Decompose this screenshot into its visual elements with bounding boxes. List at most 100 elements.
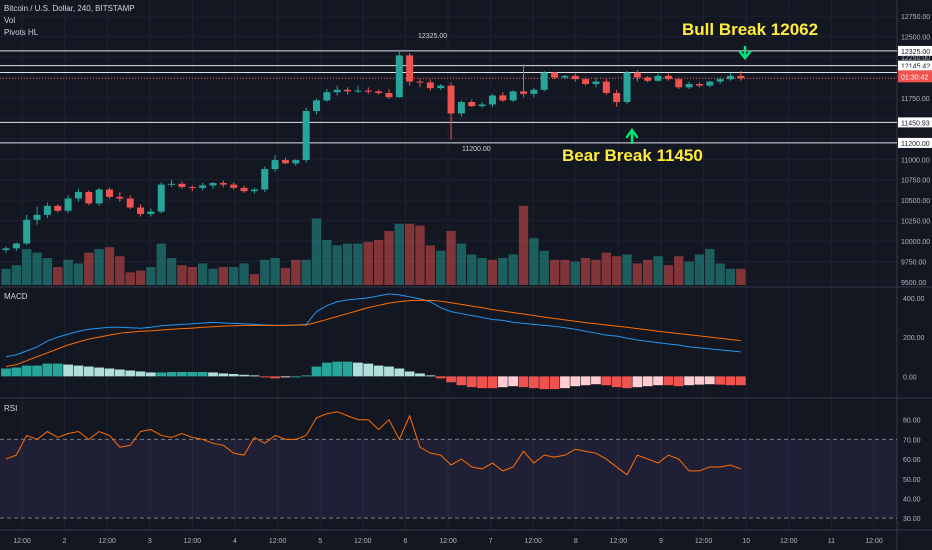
volume-bar [715, 263, 725, 285]
candle-body [333, 89, 341, 93]
time-tick-label: 4 [233, 538, 237, 545]
volume-bar [32, 252, 42, 285]
rsi-tick-label: 80.00 [903, 418, 921, 425]
volume-bar [353, 243, 363, 285]
volume-bar [436, 250, 446, 285]
macd-histogram-bar [21, 365, 32, 377]
candle-body [116, 196, 124, 199]
time-tick-label: 12:00 [439, 538, 457, 545]
time-axis[interactable]: 12:00 2 12:00 3 12:00 4 12:00 5 12:00 6 12:00 7 12:0… [13, 538, 883, 545]
candle-body [406, 55, 414, 82]
candle-body [478, 104, 486, 107]
macd-histogram-bar [208, 372, 218, 377]
price-tick-label: 11750.00 [901, 96, 930, 103]
macd-histogram-bar [684, 376, 694, 386]
candle-body [106, 189, 113, 197]
macd-histogram-bar [94, 367, 105, 377]
time-tick-label: 12:00 [269, 538, 287, 545]
macd-histogram-bar [735, 376, 746, 386]
candle-body [313, 100, 320, 112]
symbol-title: Bitcoin / U.S. Dollar, 240, BITSTAMP [4, 4, 135, 13]
macd-histogram-bar [497, 376, 508, 388]
macd-histogram-bar [425, 375, 436, 377]
volume-bar [425, 245, 436, 285]
candle-body [623, 72, 631, 103]
volume-bar [415, 225, 425, 285]
volume-bar [1, 268, 11, 285]
candle-body [364, 90, 372, 92]
price-level-tag-label: 12145.42 [901, 64, 930, 71]
volume-bar [239, 263, 249, 285]
volume-bar [404, 223, 415, 285]
volume-bar [663, 265, 674, 285]
macd-tick-label: 400.00 [903, 296, 925, 303]
macd-histogram-bar [570, 376, 581, 387]
candle-body [706, 81, 714, 86]
volume-bar [684, 261, 694, 285]
volume-bar [487, 259, 498, 285]
candle-body [126, 198, 134, 208]
volume-bar [73, 263, 84, 285]
macd-histogram-bar [239, 374, 249, 377]
time-tick-label: 12:00 [524, 538, 542, 545]
time-tick-label: 7 [489, 538, 493, 545]
price-tick-label: 10250.00 [901, 219, 930, 226]
macd-histogram-bar [611, 376, 622, 388]
candle-body [157, 184, 165, 212]
volume-bar [187, 267, 197, 285]
candle-body [12, 243, 20, 249]
macd-histogram-bar [456, 376, 467, 386]
volume-bar [570, 261, 580, 285]
macd-histogram-bar [518, 376, 529, 388]
time-tick-label: 12:00 [610, 538, 628, 545]
volume-bar [229, 267, 239, 285]
macd-histogram-bar [435, 376, 446, 379]
macd-histogram-bar [32, 365, 42, 377]
macd-histogram-bar [404, 371, 415, 377]
price-tick-label: 12750.00 [901, 14, 930, 21]
candle-body [426, 82, 434, 89]
volume-bar [467, 254, 477, 285]
volume-bar [539, 250, 549, 285]
candle-body [271, 160, 279, 170]
current-price-countdown: 01:30:42 [901, 74, 928, 81]
volume-bar [653, 256, 663, 285]
volume-bar [249, 274, 260, 285]
volume-bar [146, 267, 156, 285]
volume-bar [498, 258, 508, 285]
candle-body [281, 160, 289, 164]
macd-histogram-bar [394, 368, 405, 377]
macd-histogram-bar [591, 376, 601, 385]
time-tick-label: 12:00 [695, 538, 713, 545]
macd-histogram-bar [373, 365, 384, 377]
candle-body [602, 81, 610, 94]
macd-histogram-bar [342, 361, 353, 377]
macd-histogram-bar [725, 376, 736, 386]
rsi-series-line [5, 411, 742, 476]
price-level-tag-label: 12325.00 [901, 49, 930, 56]
macd-histogram-bar [642, 376, 653, 387]
candle-body [199, 185, 207, 188]
macd-histogram-bar [363, 363, 374, 377]
volume-bar [156, 243, 166, 285]
time-tick-label: 6 [403, 538, 407, 545]
macd-histogram-bar [187, 372, 198, 377]
macd-histogram-bar [415, 373, 425, 377]
volume-bar [270, 258, 280, 285]
volume-bar [104, 247, 115, 285]
candle-body [219, 182, 227, 185]
volume-bar [384, 231, 394, 285]
volume-bar [280, 267, 291, 285]
macd-histogram-bar [135, 371, 146, 377]
volume-bar [22, 249, 32, 285]
candle-body [354, 90, 362, 92]
macd-histogram-bar [549, 376, 560, 390]
macd-histogram-bar [114, 369, 125, 377]
price-level-tag [898, 117, 932, 128]
candle-body [571, 75, 579, 80]
pivot-low-label: 11200.00 [462, 146, 491, 153]
price-tick-label: 12250.00 [901, 55, 930, 62]
volume-bar [736, 268, 746, 285]
